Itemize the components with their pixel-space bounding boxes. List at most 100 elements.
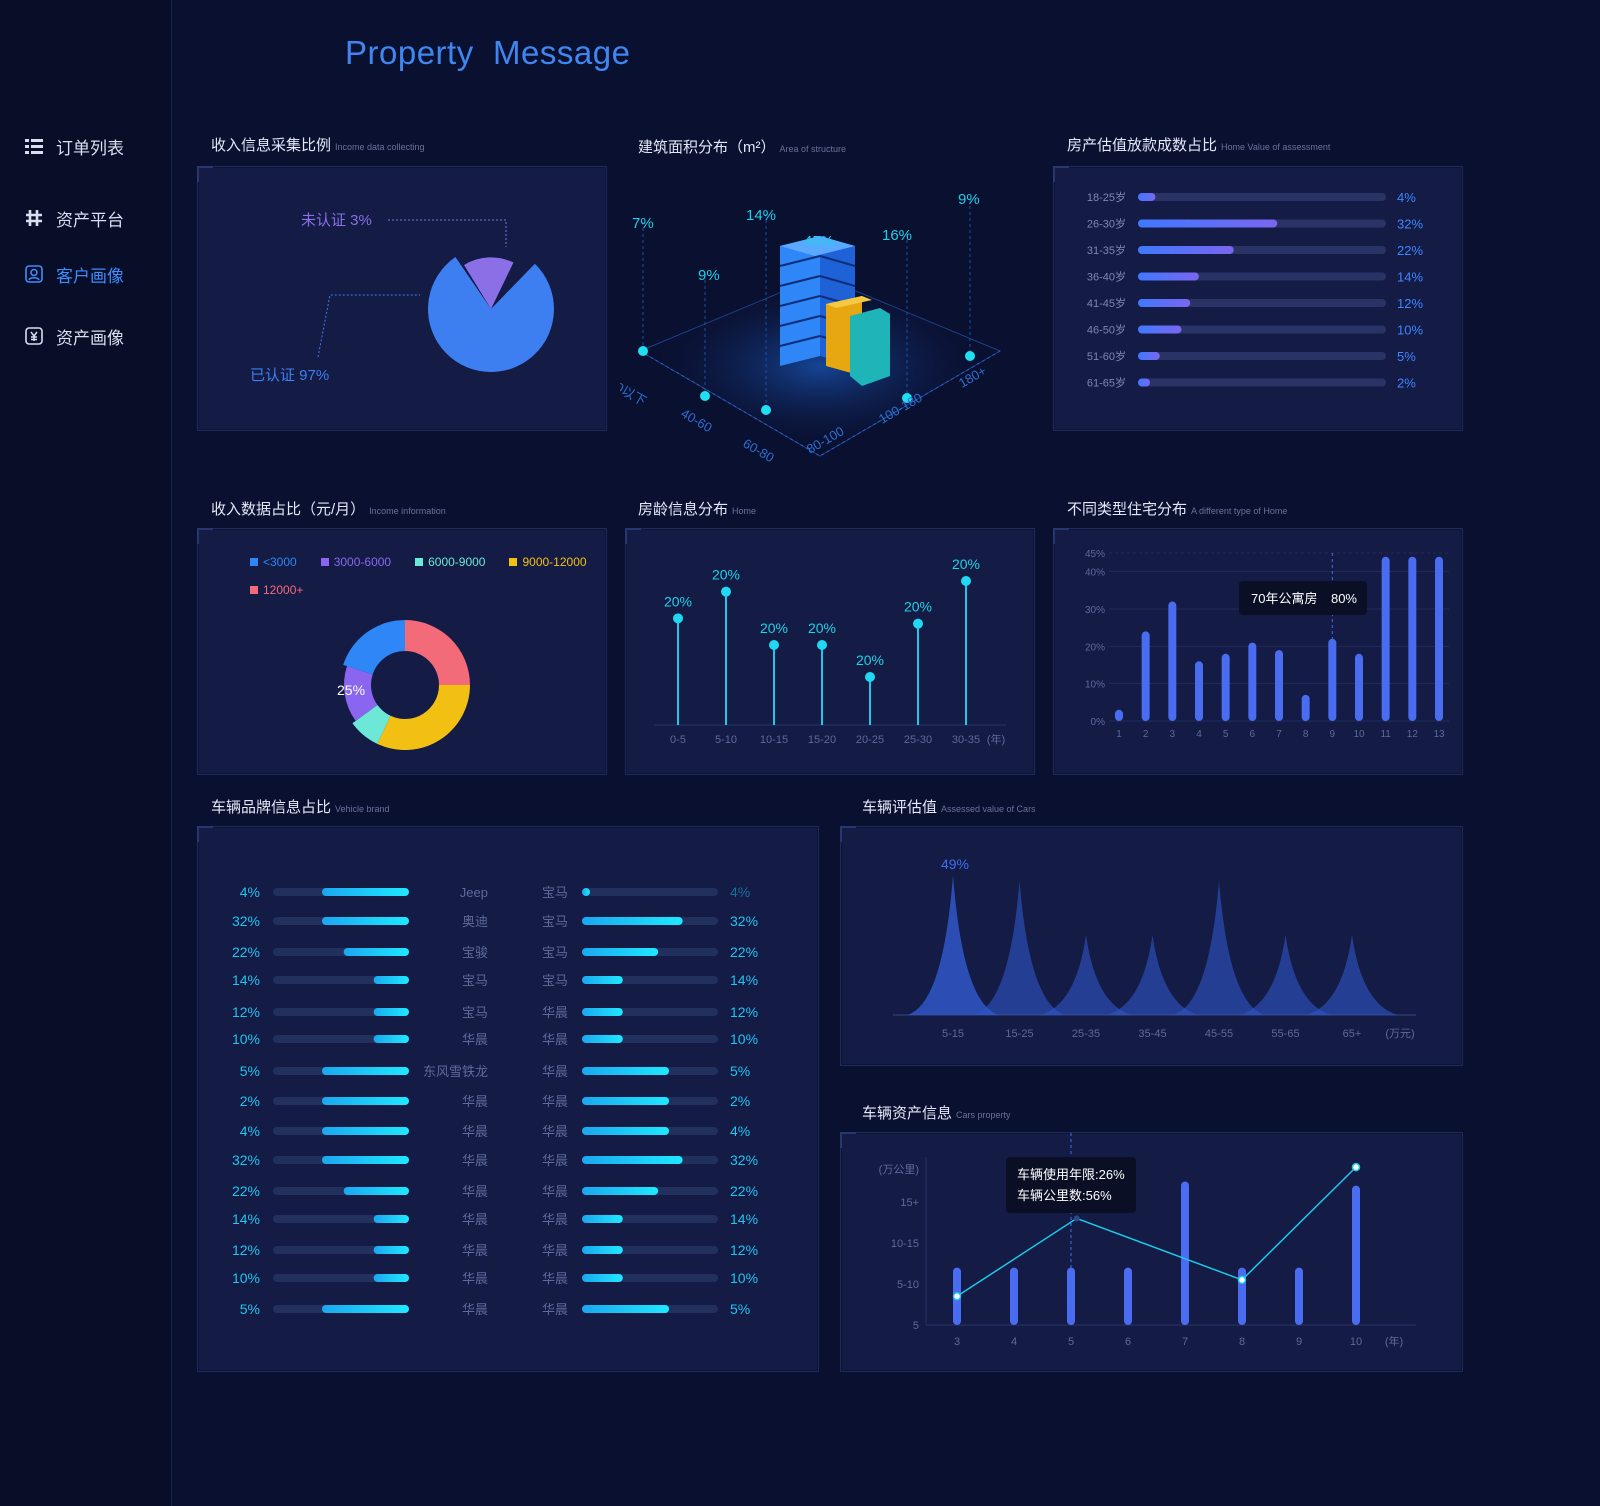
brand-right-label: 华晨 [542,1212,568,1227]
area-value-label: 14% [746,207,776,224]
carvalue-xtick: 15-25 [1005,1028,1033,1040]
brand-left-value: 10% [232,1270,260,1286]
age-category-label: 10-15 [760,734,788,746]
brand-right-bar [582,1008,623,1016]
brand-left-label: 宝马 [462,1005,488,1020]
brand-right-label: 华晨 [542,1184,568,1199]
home-value-label: 22% [1397,243,1423,258]
area-pin-marker [638,346,648,356]
type-xtick: 8 [1303,729,1309,740]
home-value-category: 51-60岁 [1087,349,1126,363]
area-value-label: 9% [958,191,980,208]
brand-right-bar [582,948,659,956]
building-floor-line [819,275,856,287]
nav-item-label: 订单列表 [56,138,124,158]
home-value-category: 46-50岁 [1087,323,1126,337]
home-value-track [1138,299,1386,307]
income-collect-chart: 未认证 3% 已认证 97% [250,212,555,384]
nav-item-1[interactable]: 订单列表 [24,131,124,161]
brand-left-bar [321,1097,409,1105]
brand-left-bar [321,917,409,925]
building-teal [850,308,890,386]
carprop-ylabel: (万公里) [879,1163,919,1176]
type-xtick: 1 [1116,729,1122,740]
carprop-bar [1010,1267,1018,1325]
brand-left-bar [343,948,409,956]
brand-right-bar [582,1127,670,1135]
age-dot [961,576,971,586]
carprop-ytick: 10-15 [891,1238,919,1250]
brand-left-bar [373,1246,409,1254]
home-value-category: 41-45岁 [1087,296,1126,310]
brand-left-value: 10% [232,1031,260,1047]
legend-swatch [509,558,518,566]
age-value-label: 20% [856,652,884,668]
brand-left-bar [373,976,409,984]
title-home-type: 不同类型住宅分布 A different type of Home [1067,501,1288,518]
type-bar [1381,556,1390,721]
brand-left-label: 华晨 [462,1271,488,1286]
nav-item-3[interactable]: 客户画像 [24,259,124,289]
title-vehicle-brand: 车辆品牌信息占比 Vehicle brand [211,799,390,816]
brand-right-value: 4% [730,1123,750,1139]
brand-right-label: 华晨 [542,1064,568,1079]
type-bar [1301,694,1310,721]
home-value-category: 31-35岁 [1087,243,1126,257]
type-bar [1355,653,1363,721]
home-value-category: 61-65岁 [1087,376,1126,390]
brand-left-value: 2% [240,1093,260,1109]
brand-right-label: 华晨 [542,1094,568,1109]
page-title: Property Message [345,34,631,71]
brand-right-label: 华晨 [542,1302,568,1317]
brand-right-value: 32% [730,1152,758,1168]
legend-label: 12000+ [263,583,304,597]
nav-item-4[interactable]: 资产画像 [24,321,124,351]
brand-right-label: 宝马 [542,885,568,900]
brand-right-label: 华晨 [542,1032,568,1047]
brand-left-label: 宝骏 [462,945,488,960]
home-type-chart: 0%10%20%30%40%45%1 2 3 4 5 6 7 8 9 10 11 12 1370年公寓房… [1085,549,1449,740]
area-pin-marker [902,393,912,403]
age-value-label: 20% [760,620,788,636]
type-tooltip [1239,581,1367,615]
title-car-value: 车辆评估值 Assessed value of Cars [862,799,1036,816]
legend-swatch [320,558,329,566]
brand-right-value: 5% [730,1301,750,1317]
carvalue-xtick: 45-55 [1205,1028,1233,1040]
age-category-label: 5-10 [715,734,737,746]
brand-right-label: 华晨 [542,1271,568,1286]
donut-slice [405,620,470,685]
carprop-bar [1352,1185,1360,1325]
age-value-label: 20% [904,599,932,615]
sidebar [0,0,172,1506]
brand-left-label: 宝马 [462,973,488,988]
brand-left-bar [321,1127,409,1135]
brand-right-label: 宝马 [542,945,568,960]
brand-right-value: 12% [730,1004,758,1020]
leader-line-verified [317,294,420,358]
brand-right-value: 5% [730,1063,750,1079]
nav-item-2[interactable]: 资产平台 [24,203,124,233]
carprop-bar [1295,1267,1303,1325]
carvalue-peak [907,875,999,1015]
carprop-xtick: 9 [1296,1336,1302,1348]
brand-right-track [582,888,718,896]
brand-left-label: 华晨 [462,1243,488,1258]
brand-right-value: 14% [730,1211,758,1227]
brand-left-value: 22% [232,1183,260,1199]
home-value-bar [1138,325,1182,334]
type-xtick: 5 [1223,729,1229,740]
type-xtick: 6 [1250,729,1256,740]
donut-slice [344,666,378,721]
home-value-category: 18-25岁 [1087,190,1126,204]
brand-right-value: 22% [730,944,758,960]
brand-right-bar [582,1187,659,1195]
carprop-xtick: 5 [1068,1336,1074,1348]
building-floor-line [779,255,821,267]
title-home-value: 房产估值放款成数占比 Home Value of assessment [1067,137,1331,154]
type-bar [1115,709,1123,721]
brand-left-bar [373,1035,409,1043]
home-value-label: 2% [1397,376,1416,391]
title-income-info: 收入数据占比（元/月） Income information [211,501,446,518]
